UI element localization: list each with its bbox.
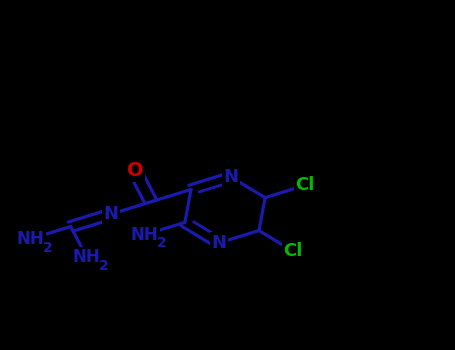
Text: N: N <box>224 168 238 186</box>
Text: NH: NH <box>17 230 45 248</box>
Text: NH: NH <box>73 248 101 266</box>
Text: N: N <box>103 205 118 223</box>
Text: 2: 2 <box>43 241 53 255</box>
Text: NH: NH <box>131 226 159 244</box>
Text: Cl: Cl <box>283 242 303 260</box>
Text: 2: 2 <box>157 237 167 251</box>
Text: O: O <box>126 161 143 181</box>
Text: Cl: Cl <box>296 176 315 194</box>
Text: N: N <box>212 234 226 252</box>
Text: 2: 2 <box>99 259 109 273</box>
